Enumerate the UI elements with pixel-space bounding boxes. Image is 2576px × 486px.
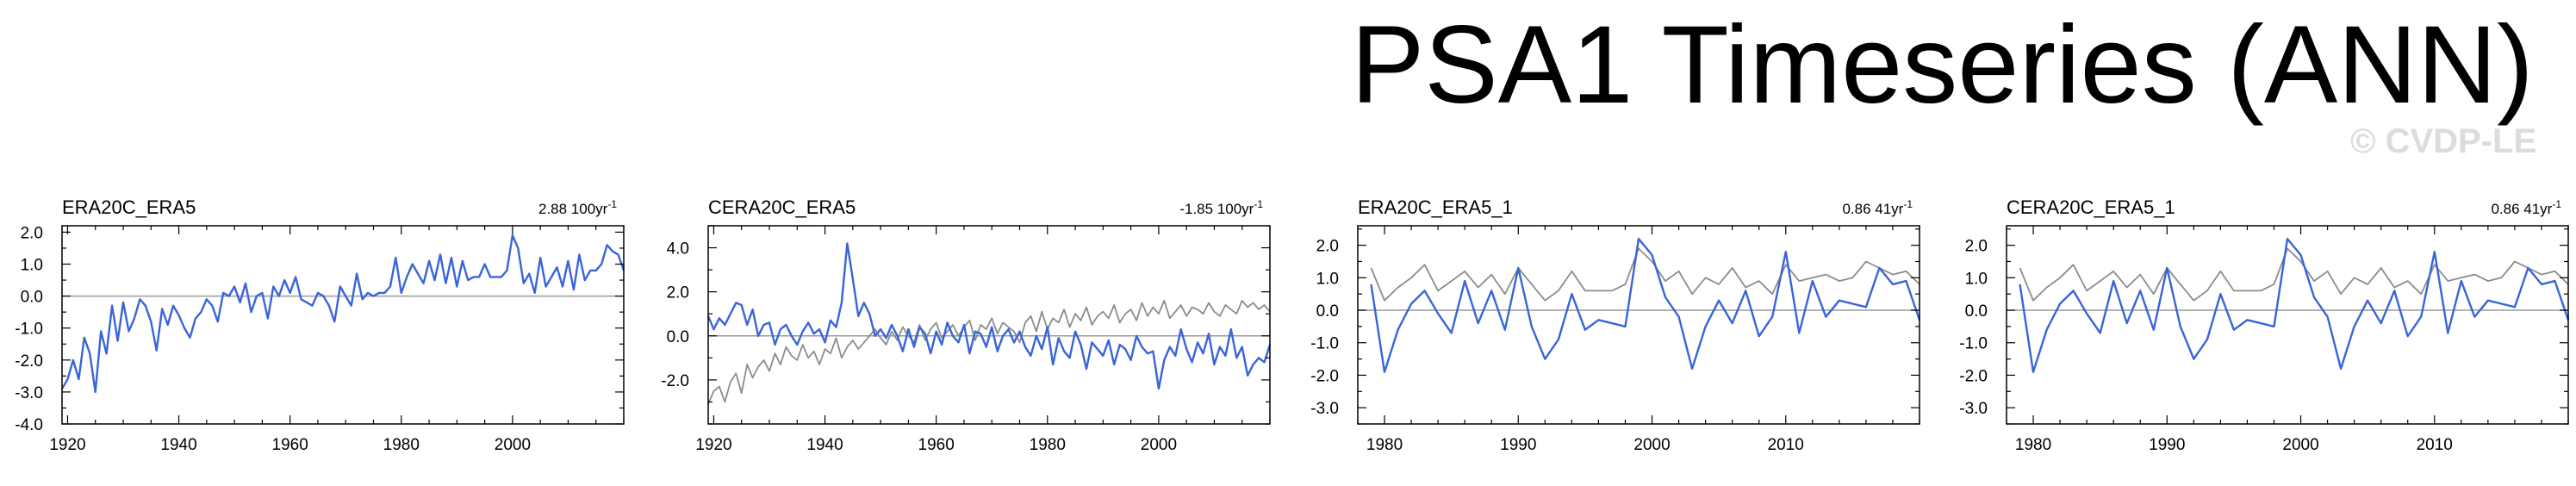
- x-tick-label: 1940: [806, 436, 843, 454]
- x-tick-label: 1990: [1500, 436, 1536, 454]
- y-tick-label: -1.0: [1959, 335, 1988, 353]
- x-tick-label: 2000: [1141, 436, 1177, 454]
- chart-panel-1: ERA20C_ERA5 2.88 100yr-1 1920 1940 1960 1980 2…: [15, 196, 625, 454]
- page-title: PSA1 Timeseries (ANN): [1351, 3, 2534, 127]
- x-tick-label: 2010: [1768, 436, 1804, 454]
- y-tick-label: -2.0: [1310, 367, 1339, 385]
- series-line-2: [2019, 237, 2570, 373]
- panel-title: CERA20C_ERA5: [708, 196, 856, 218]
- y-tick-label: 0.0: [1965, 302, 1988, 321]
- y-tick-label: 1.0: [21, 257, 43, 275]
- x-tick-label: 1990: [2149, 436, 2185, 454]
- x-tick-label: 1920: [49, 436, 85, 454]
- panel-title: ERA20C_ERA5: [62, 196, 196, 218]
- plot-frame: [1357, 225, 1920, 425]
- y-tick-label: 1.0: [1316, 270, 1339, 288]
- x-tick-label: 1960: [272, 436, 308, 454]
- y-tick-label: -2.0: [1959, 367, 1988, 385]
- y-tick-label: 2.0: [1316, 238, 1339, 256]
- panel-title: CERA20C_ERA5_1: [2007, 196, 2175, 218]
- series-line-2: [1370, 237, 1921, 373]
- trend-exponent: -1: [1903, 198, 1913, 210]
- trend-exponent: -1: [1254, 198, 1263, 210]
- x-tick-label: 2000: [1633, 436, 1670, 454]
- y-tick-label: 1.0: [1965, 270, 1988, 288]
- plot-frame: [61, 225, 625, 425]
- series-line-1: [2019, 247, 2569, 302]
- chart-panel-4: CERA20C_ERA5_1 0.86 41yr-1 1980 1990 2000 201…: [1959, 196, 2570, 454]
- y-tick-label: 0.0: [1316, 302, 1339, 321]
- x-tick-label: 1920: [695, 436, 731, 454]
- y-tick-label: -3.0: [1310, 400, 1339, 418]
- y-tick-label: -1.0: [15, 321, 43, 339]
- trend-label: 0.86 41yr-1: [2491, 198, 2561, 217]
- series-line-1: [707, 299, 1271, 405]
- trend-value: 2.88 100yr: [538, 201, 608, 217]
- x-tick-label: 2000: [495, 436, 531, 454]
- chart-panel-3: ERA20C_ERA5_1 0.86 41yr-1 1980 1990 2000 2010…: [1310, 196, 1921, 454]
- y-tick-label: -2.0: [661, 372, 689, 390]
- y-tick-label: 2.0: [21, 224, 43, 242]
- trend-value: 0.86 41yr: [1842, 201, 1903, 217]
- trend-label: -1.85 100yr-1: [1179, 198, 1263, 217]
- x-tick-label: 2000: [2282, 436, 2318, 454]
- y-tick-label: 0.0: [667, 328, 689, 346]
- watermark: © CVDP-LE: [2350, 122, 2537, 160]
- trend-label: 2.88 100yr-1: [538, 198, 617, 217]
- x-tick-label: 1980: [383, 436, 420, 454]
- y-tick-label: -3.0: [1959, 400, 1988, 418]
- plot-frame: [2006, 225, 2569, 425]
- y-tick-label: 2.0: [1965, 238, 1988, 256]
- trend-value: 0.86 41yr: [2491, 201, 2552, 217]
- series-line-1: [1370, 247, 1920, 302]
- series-line-2: [706, 242, 1272, 390]
- plot-frame: [707, 225, 1271, 425]
- trend-exponent: -1: [607, 198, 617, 210]
- panel-title: ERA20C_ERA5_1: [1358, 196, 1513, 218]
- y-tick-label: 2.0: [667, 284, 689, 302]
- x-tick-label: 1980: [1030, 436, 1066, 454]
- y-tick-label: -2.0: [15, 352, 43, 371]
- chart-panel-2: CERA20C_ERA5 -1.85 100yr-1 1920 1940 1960 198…: [661, 196, 1272, 454]
- y-tick-label: -1.0: [1310, 335, 1339, 353]
- y-tick-label: -3.0: [15, 384, 43, 402]
- y-tick-label: -4.0: [15, 416, 43, 434]
- x-tick-label: 1940: [160, 436, 196, 454]
- trend-label: 0.86 41yr-1: [1842, 198, 1913, 217]
- trend-exponent: -1: [2552, 198, 2561, 210]
- x-tick-label: 2010: [2417, 436, 2453, 454]
- y-tick-label: 0.0: [21, 289, 43, 307]
- x-tick-label: 1960: [918, 436, 955, 454]
- y-tick-label: 4.0: [667, 240, 689, 259]
- trend-value: -1.85 100yr: [1179, 201, 1254, 217]
- series-line-1: [60, 234, 625, 394]
- x-tick-label: 1980: [1366, 436, 1403, 454]
- x-tick-label: 1980: [2015, 436, 2051, 454]
